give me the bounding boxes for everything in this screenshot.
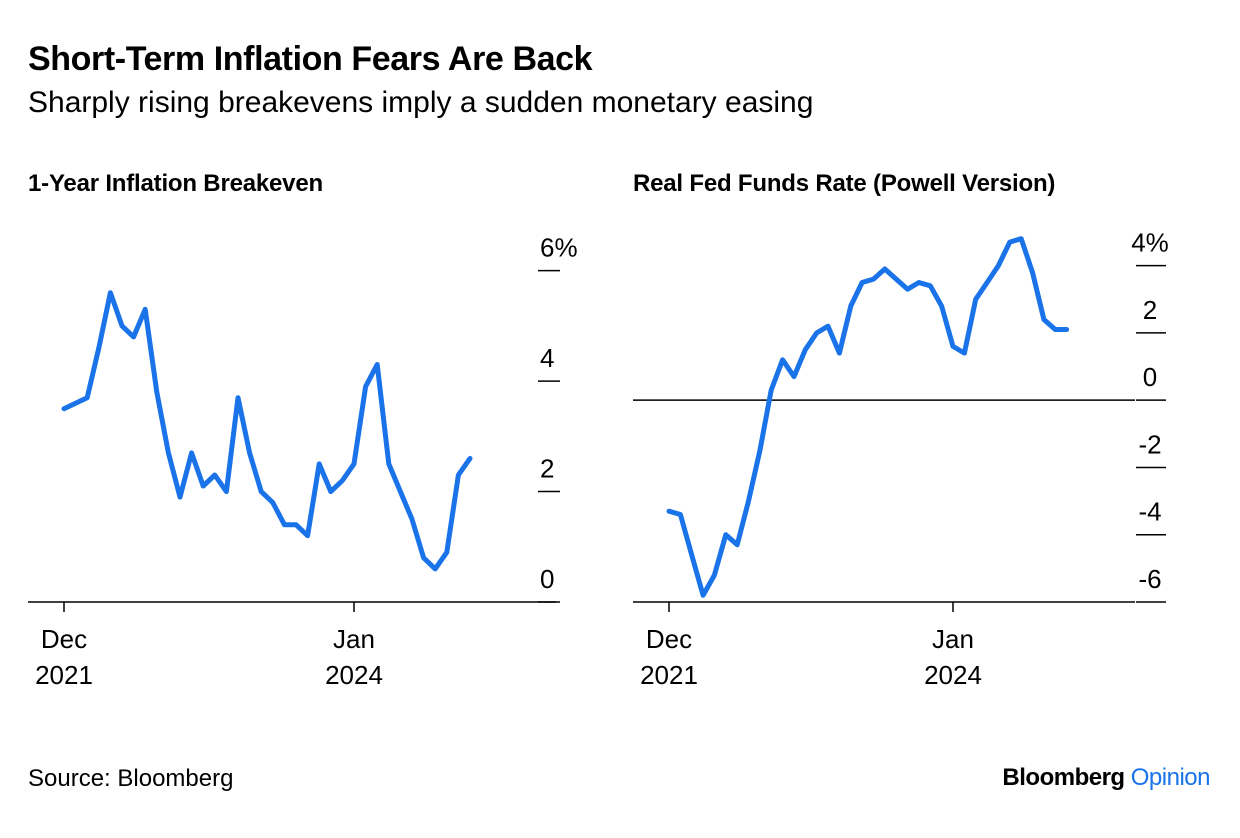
brand-suffix: Opinion: [1130, 764, 1211, 791]
brand-name: Bloomberg: [1002, 764, 1125, 791]
left-x-tick-year: 2024: [325, 660, 383, 690]
right-y-tick-label: -2: [1138, 429, 1161, 459]
left-x-tick-label: Jan: [333, 624, 375, 654]
right-x-tick-label: Jan: [932, 624, 974, 654]
right-y-tick-label: -6: [1138, 564, 1161, 594]
right-y-tick-label: -4: [1138, 497, 1161, 527]
chart-title: Short-Term Inflation Fears Are Back: [28, 40, 593, 78]
right-y-tick-label: 2: [1143, 295, 1157, 325]
left-y-tick-label: 4: [540, 343, 554, 373]
left-x-tick-year: 2021: [35, 660, 93, 690]
left-y-tick-label: 0: [540, 564, 554, 594]
chart-subtitle: Sharply rising breakevens imply a sudden…: [28, 86, 814, 119]
right-y-tick-label: 0: [1143, 362, 1157, 392]
right-series-line: [666, 236, 1070, 598]
right-x-tick-year: 2024: [924, 660, 982, 690]
right-x-tick-label: Dec: [646, 624, 692, 654]
right-y-tick-label: 4%: [1131, 228, 1169, 258]
bloomberg-opinion-logo: Bloomberg Opinion: [1002, 764, 1210, 792]
right-x-tick-year: 2021: [640, 660, 698, 690]
left-y-tick-label: 6%: [540, 233, 578, 263]
left-panel-title: 1-Year Inflation Breakeven: [28, 170, 323, 197]
left-series-line: [61, 290, 473, 572]
right-panel-title: Real Fed Funds Rate (Powell Version): [633, 170, 1056, 197]
left-y-tick-label: 2: [540, 454, 554, 484]
source-note: Source: Bloomberg: [28, 765, 234, 792]
left-x-tick-label: Dec: [41, 624, 87, 654]
